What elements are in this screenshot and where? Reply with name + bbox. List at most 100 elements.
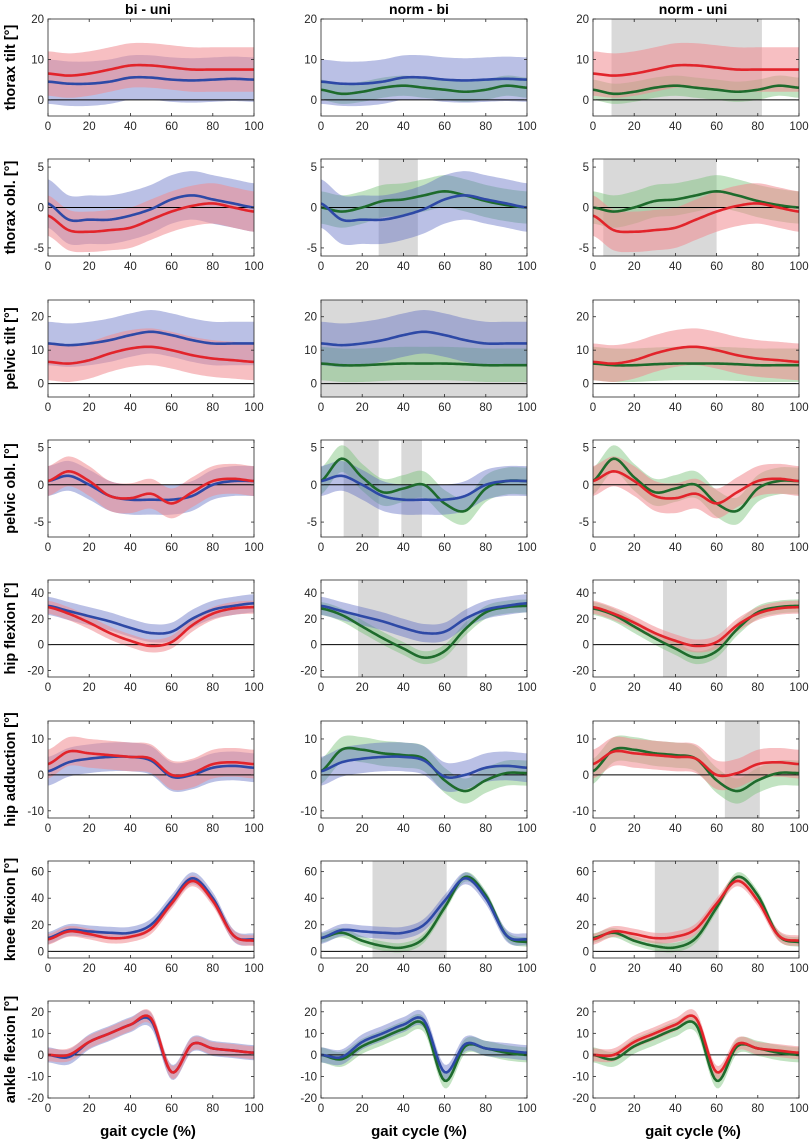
y-tick-label: -20: [27, 666, 44, 678]
mean-line-bi: [48, 474, 254, 502]
x-tick-label: 60: [165, 1103, 178, 1115]
x-tick-label: 0: [318, 682, 324, 694]
panel: 0 20 40 60 80 100 0 20 40 60: [31, 860, 264, 975]
y-tick-label: 0: [38, 770, 44, 782]
sd-band-uni: [48, 183, 254, 253]
x-tick-label: 80: [206, 963, 219, 975]
plot-area: [48, 456, 254, 519]
panel-frame: [592, 860, 800, 959]
plot-area: [48, 872, 254, 952]
x-tick-label: 100: [789, 1103, 808, 1115]
row-label: pelvic tilt [°]: [3, 307, 19, 390]
panel-frame: [47, 439, 255, 538]
mean-line-bi: [321, 755, 527, 779]
sd-band-bi: [321, 54, 527, 107]
x-tick-label: 0: [318, 823, 324, 835]
column-titles: bi - uni norm - bi norm - uni: [125, 1, 727, 17]
x-tick-label: 20: [628, 682, 641, 694]
y-tick-label: 40: [304, 588, 317, 600]
y-tick-label: 0: [583, 640, 589, 652]
x-tick-label: 80: [206, 682, 219, 694]
panel-frame: [47, 299, 255, 398]
mean-line-uni: [593, 1014, 799, 1074]
significance-band: [372, 861, 447, 958]
x-tick-label: 60: [165, 823, 178, 835]
y-tick-label: 5: [38, 162, 44, 174]
mean-line-norm: [593, 875, 799, 950]
x-tick-label: 80: [479, 402, 492, 414]
column-title: bi - uni: [125, 1, 171, 17]
sd-band-bi: [321, 594, 527, 643]
x-tick-label: 60: [165, 682, 178, 694]
y-tick-label: 0: [311, 946, 317, 958]
sd-band-uni: [593, 183, 799, 253]
sd-band-norm: [321, 1013, 527, 1089]
x-tick-label: 20: [628, 542, 641, 554]
panel: 0 20 40 60 80 100-505: [307, 158, 537, 273]
x-tick-label: 40: [669, 121, 682, 133]
x-tick-label: 20: [356, 682, 369, 694]
mean-line-bi: [48, 194, 254, 223]
x-tick-label: 20: [356, 261, 369, 273]
sd-band-bi: [321, 872, 527, 946]
panel-frame: [592, 299, 800, 398]
x-tick-label: 0: [45, 261, 51, 273]
x-tick-label: 60: [438, 261, 451, 273]
plot-area: [321, 1009, 527, 1089]
y-tick-label: 10: [576, 345, 589, 357]
y-tick-label: -5: [579, 517, 589, 529]
mean-line-norm: [321, 604, 527, 659]
panel-frame: [320, 579, 528, 678]
y-tick-label: 60: [31, 867, 44, 879]
mean-line-uni: [48, 202, 254, 234]
mean-line-norm: [321, 190, 527, 213]
panel-frame: [320, 720, 528, 819]
x-tick-label: 0: [590, 542, 596, 554]
x-tick-label: 0: [45, 963, 51, 975]
x-tick-label: 80: [751, 682, 764, 694]
x-tick-label: 20: [83, 963, 96, 975]
sd-band-uni: [48, 736, 254, 791]
y-tick-label: 20: [31, 1007, 44, 1019]
x-tick-label: 40: [124, 121, 137, 133]
panel: 0 20 40 60 80 100-505: [34, 439, 264, 554]
y-tick-label: 40: [576, 893, 589, 905]
mean-line-norm: [593, 362, 799, 367]
mean-line-uni: [48, 879, 254, 943]
x-tick-label: 40: [397, 682, 410, 694]
x-tick-label: 0: [590, 963, 596, 975]
y-tick-label: 0: [311, 480, 317, 492]
mean-line-bi: [48, 601, 254, 635]
y-tick-label: -5: [579, 243, 589, 255]
plot-area: [48, 1009, 254, 1080]
x-tick-label: 80: [479, 963, 492, 975]
x-tick-label: 20: [83, 542, 96, 554]
x-tick-label: 60: [165, 542, 178, 554]
row-label: hip flexion [°]: [3, 582, 19, 674]
panel-frame: [47, 1000, 255, 1099]
y-tick-label: 5: [311, 162, 317, 174]
panel-frame: [320, 1000, 528, 1099]
x-tick-label: 0: [318, 963, 324, 975]
mean-line-bi: [321, 1016, 527, 1074]
x-tick-label: 80: [206, 823, 219, 835]
mean-line-uni: [48, 63, 254, 77]
x-tick-label: 0: [45, 682, 51, 694]
y-tick-label: -5: [34, 243, 44, 255]
mean-line-bi: [321, 330, 527, 347]
plot-area: [321, 861, 527, 958]
x-axis-label: gait cycle (%): [645, 1123, 741, 1140]
x-tick-label: 40: [669, 402, 682, 414]
plot-area: [48, 171, 254, 253]
y-tick-label: 10: [304, 734, 317, 746]
x-tick-label: 0: [45, 542, 51, 554]
mean-line-norm: [593, 457, 799, 513]
x-tick-label: 20: [356, 542, 369, 554]
x-tick-label: 20: [83, 823, 96, 835]
x-tick-label: 60: [438, 542, 451, 554]
x-tick-label: 60: [165, 402, 178, 414]
x-tick-label: 40: [124, 402, 137, 414]
y-tick-label: 40: [31, 588, 44, 600]
x-tick-label: 0: [590, 121, 596, 133]
